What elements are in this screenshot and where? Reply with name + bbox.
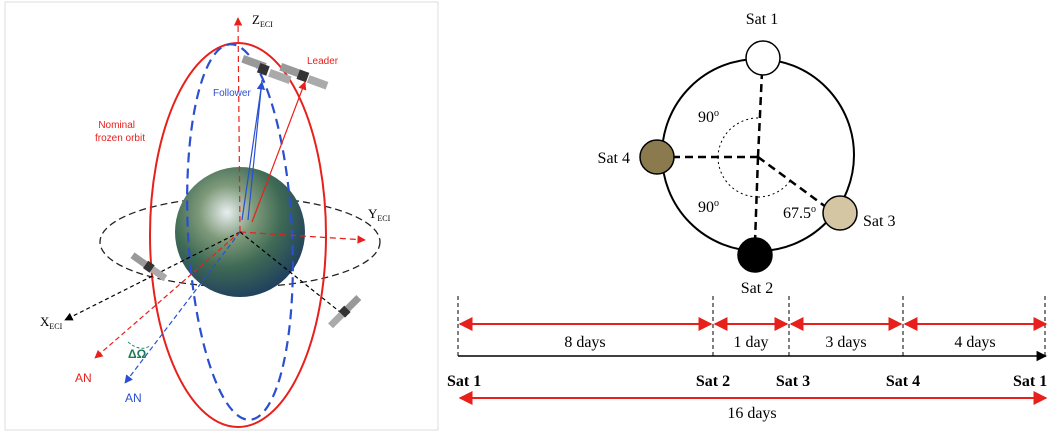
station-label: Sat 2	[696, 373, 730, 390]
an-blue-label: AN	[125, 391, 142, 405]
satellite	[130, 252, 168, 282]
angle-arc	[717, 117, 759, 158]
station-label: Sat 3	[776, 373, 810, 390]
interval-label: 8 days	[564, 334, 605, 351]
angle-label: 67.5o	[783, 204, 816, 222]
orbit-label: frozen orbit	[95, 133, 145, 144]
angle-arc	[757, 180, 791, 198]
delta-omega-arc	[127, 341, 151, 349]
leader-label: Leader	[307, 56, 339, 67]
sat-3	[822, 195, 858, 231]
follower-vector	[247, 79, 263, 221]
satellite	[328, 295, 362, 329]
total-label: 16 days	[727, 405, 776, 422]
x-axis	[64, 231, 241, 321]
angle-arc	[717, 156, 759, 198]
z-axis	[233, 17, 243, 233]
sat-label: Sat 2	[741, 280, 773, 297]
satellite	[241, 54, 329, 90]
constellation: Sat 1 Sat 2 Sat 3 Sat 4 90o 90o 67.5o	[598, 11, 896, 297]
an-red-arrow	[94, 231, 241, 359]
interval-label: 1 day	[733, 334, 768, 351]
follower-orbit	[186, 43, 294, 421]
sat-label: Sat 4	[598, 150, 630, 167]
sat-4	[639, 139, 675, 175]
delta-omega-label: ΔΩ	[128, 347, 147, 361]
follower-vector-2	[241, 81, 266, 221]
station-label: Sat 4	[886, 373, 920, 390]
y-axis	[239, 231, 366, 244]
angle-label: 90o	[698, 108, 719, 126]
x-label: XECI	[40, 314, 63, 331]
an-red-label: AN	[75, 371, 92, 385]
orbit-panel: ZECI YECI XECI Leader Follower Nominal f…	[4, 1, 439, 431]
sat-1	[745, 40, 781, 76]
nominal-orbit	[149, 42, 327, 428]
sat-label: Sat 1	[746, 11, 778, 28]
interval-label: 4 days	[954, 334, 995, 351]
sat-spokes	[672, 71, 827, 243]
follower-label: Follower	[213, 88, 251, 99]
timeline: 8 days 1 day 3 days 4 days Sat 1 Sat 2 S…	[447, 296, 1048, 422]
station-label: Sat 1	[447, 373, 481, 390]
sat-label: Sat 3	[863, 213, 895, 230]
station-labels: Sat 1 Sat 2 Sat 3 Sat 4 Sat 1	[447, 373, 1047, 390]
interval-arrows	[458, 317, 1048, 405]
node-line	[239, 231, 341, 313]
station-label: Sat 1	[1013, 373, 1047, 390]
y-label: YECI	[368, 206, 391, 223]
leader-vector	[251, 81, 307, 223]
orbit-label: Nominal	[98, 120, 135, 131]
sat-2	[737, 237, 773, 273]
interval-label: 3 days	[825, 334, 866, 351]
angle-label: 90o	[698, 198, 719, 216]
z-label: ZECI	[252, 12, 273, 29]
